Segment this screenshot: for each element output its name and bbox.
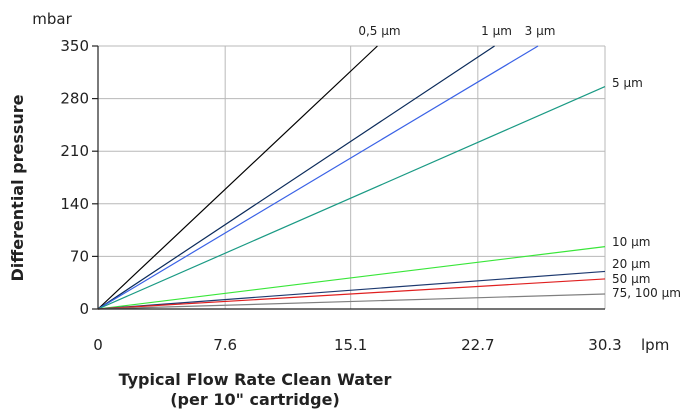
y-tick-label-5: 350: [60, 37, 89, 55]
series-label-6: 50 µm: [612, 272, 650, 286]
series-line-4: [97, 246, 606, 310]
series-line-1: [97, 45, 495, 310]
series-label-4: 10 µm: [612, 235, 650, 249]
series-line-0: [97, 45, 378, 310]
x-tick-label-4: 30.3: [588, 336, 621, 354]
x-tick-label-3: 22.7: [461, 336, 494, 354]
x-tick-label-1: 7.6: [213, 336, 237, 354]
series-line-7: [97, 293, 606, 310]
series-label-3: 5 µm: [612, 76, 643, 90]
series-label-7: 75, 100 µm: [612, 286, 681, 300]
series-label-1: 1 µm: [481, 24, 512, 38]
y-tick-label-4: 280: [60, 90, 89, 108]
series-label-0: 0,5 µm: [358, 24, 400, 38]
x-axis-title: Typical Flow Rate Clean Water: [119, 370, 392, 389]
series-lines: [97, 45, 606, 310]
axes: [92, 45, 605, 310]
y-tick-label-0: 0: [79, 300, 89, 318]
series-label-5: 20 µm: [612, 257, 650, 271]
series-line-5: [97, 270, 606, 310]
x-tick-label-2: 15.1: [334, 336, 367, 354]
tick-labels: 0 7.6 15.1 22.7 30.3 0 70 140 210 280 350: [60, 37, 621, 354]
x-axis-subtitle: (per 10" cartridge): [170, 390, 340, 409]
series-line-6: [97, 278, 606, 310]
grid: [98, 45, 606, 309]
y-tick-label-3: 210: [60, 142, 89, 160]
y-axis-title: Differential pressure: [8, 94, 27, 281]
y-tick-label-2: 140: [60, 195, 89, 213]
x-tick-label-0: 0: [93, 336, 103, 354]
x-unit-label: lpm: [641, 336, 669, 354]
y-tick-label-1: 70: [70, 247, 89, 265]
series-label-2: 3 µm: [525, 24, 556, 38]
series-line-3: [97, 86, 606, 310]
series-line-2: [97, 45, 539, 310]
y-unit-label: mbar: [32, 10, 72, 28]
